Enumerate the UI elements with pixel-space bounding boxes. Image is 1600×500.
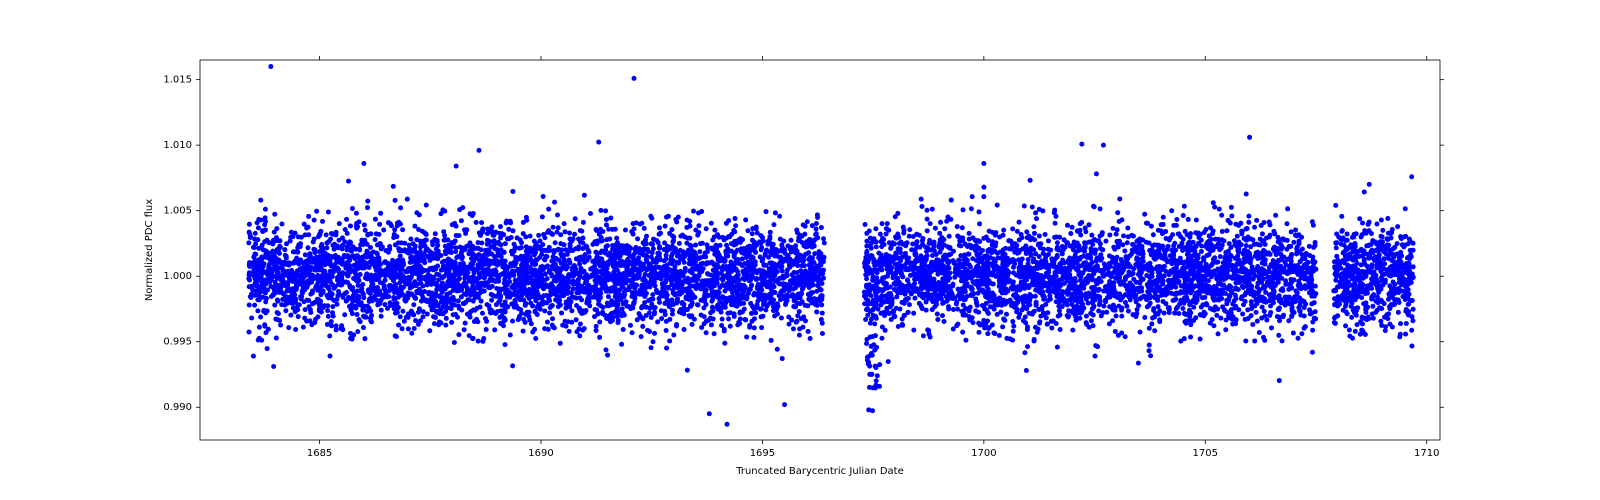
x-axis-label: Truncated Barycentric Julian Date: [735, 466, 904, 477]
x-tick-label: 1700: [971, 448, 996, 459]
y-tick-label: 0.995: [163, 337, 192, 348]
y-tick-label: 1.000: [163, 271, 192, 282]
x-tick-label: 1705: [1193, 448, 1218, 459]
x-tick-label: 1695: [750, 448, 775, 459]
scatter-chart: 1685 1690 1695 1700 1705 1710 0.990 0.995 1.000 1…: [0, 0, 1600, 500]
x-tick-label: 1690: [528, 448, 553, 459]
y-tick-label: 1.005: [163, 206, 192, 217]
y-tick-label: 1.015: [163, 75, 192, 86]
chart-svg: 1685 1690 1695 1700 1705 1710 0.990 0.995 1.000 1…: [0, 0, 1600, 500]
y-axis-label: Normalized PDC flux: [144, 199, 155, 301]
x-tick-label: 1710: [1414, 448, 1439, 459]
y-tick-label: 0.990: [163, 402, 192, 413]
y-tick-label: 1.010: [163, 140, 192, 151]
x-tick-label: 1685: [307, 448, 332, 459]
